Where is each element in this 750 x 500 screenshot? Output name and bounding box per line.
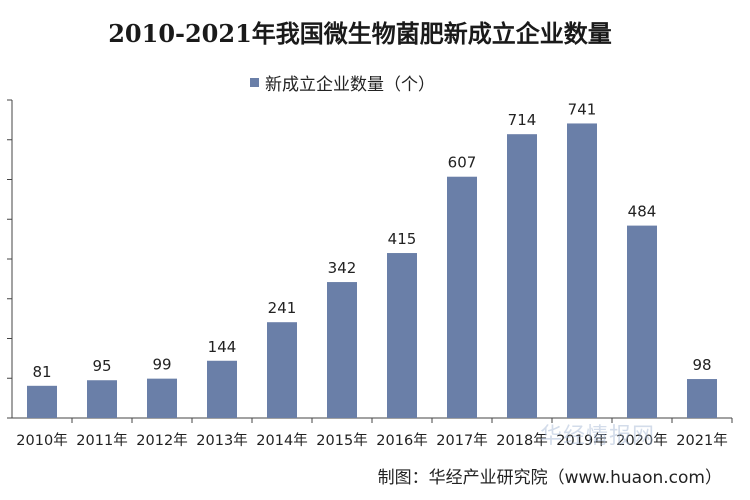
bar-2013年	[207, 360, 237, 418]
data-label: 81	[32, 363, 51, 381]
bar-2020年	[627, 225, 657, 418]
x-tick-label: 2016年	[376, 432, 427, 449]
x-tick-label: 2015年	[316, 432, 367, 449]
data-label: 98	[692, 356, 711, 374]
x-tick-label: 2018年	[496, 432, 547, 449]
data-label: 241	[268, 299, 297, 317]
chart-legend: 新成立企业数量（个）	[250, 70, 435, 95]
x-tick-label: 2019年	[556, 432, 607, 449]
bar-2021年	[687, 379, 717, 418]
bar-2016年	[387, 253, 417, 418]
watermark: 华经情报网	[540, 424, 656, 449]
bar-2011年	[87, 380, 117, 418]
bar-2015年	[327, 282, 357, 418]
bar-2019年	[567, 123, 597, 418]
data-label: 95	[92, 357, 111, 375]
chart-credit: 制图：华经产业研究院（www.huaon.com）	[377, 468, 722, 488]
x-tick-label: 2020年	[616, 432, 667, 449]
data-label: 99	[152, 356, 171, 374]
chart-title: 2010-2021年我国微生物菌肥新成立企业数量	[108, 19, 612, 48]
x-tick-label: 2011年	[76, 432, 127, 449]
x-tick-label: 2013年	[196, 432, 247, 449]
bar-2017年	[447, 176, 477, 418]
data-label: 741	[568, 100, 597, 118]
x-tick-label: 2012年	[136, 432, 187, 449]
bar-2012年	[147, 378, 177, 418]
x-tick-label: 2021年	[676, 432, 727, 449]
data-label: 415	[388, 230, 417, 248]
bar-2018年	[507, 134, 537, 418]
legend-swatch	[250, 78, 259, 87]
x-tick-label: 2017年	[436, 432, 487, 449]
bar-2010年	[27, 385, 57, 418]
data-label: 342	[328, 259, 357, 277]
x-tick-label: 2014年	[256, 432, 307, 449]
x-tick-label: 2010年	[16, 432, 67, 449]
legend-label: 新成立企业数量（个）	[265, 75, 435, 95]
data-label: 144	[208, 338, 237, 356]
data-label: 484	[628, 203, 657, 221]
data-label: 607	[448, 154, 477, 172]
bar-2014年	[267, 322, 297, 418]
data-label: 714	[508, 111, 537, 129]
